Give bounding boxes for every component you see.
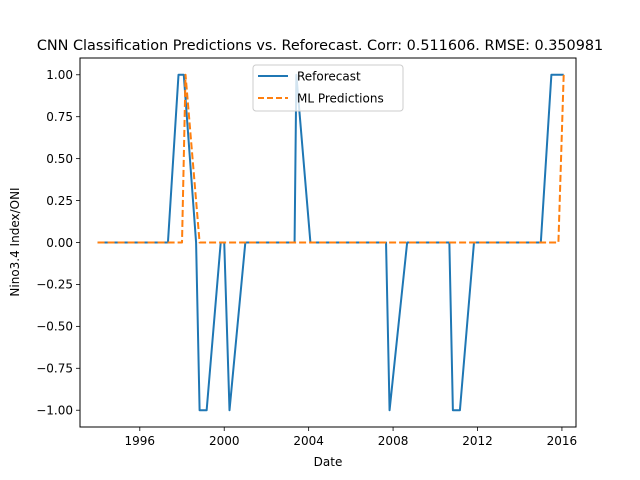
x-tick-label: 2008 [378, 434, 409, 448]
y-tick-label: −0.50 [36, 320, 73, 334]
legend-box [252, 64, 404, 112]
y-tick-label: −0.75 [36, 362, 73, 376]
y-axis-ticks: 1.00 0.75 0.50 0.25 0.00 −0.25 −0.50 −0.75 −1.00 [36, 68, 80, 418]
x-tick-label: 1996 [125, 434, 156, 448]
x-tick-label: 2000 [209, 434, 240, 448]
series-layer [97, 73, 565, 412]
x-tick-label: 2004 [293, 434, 324, 448]
x-tick-label: 2016 [547, 434, 578, 448]
y-tick-label: 0.25 [46, 194, 73, 208]
chart-title: CNN Classification Predictions vs. Refor… [37, 38, 603, 54]
y-tick-label: 1.00 [46, 68, 73, 82]
y-tick-label: 0.00 [46, 236, 73, 250]
x-tick-label: 2012 [462, 434, 493, 448]
y-axis-label: Nino3.4 Index/ONI [8, 187, 22, 296]
x-axis-label: Date [314, 455, 343, 469]
x-axis-ticks: 1996 2000 2004 2008 2012 2016 [125, 427, 578, 448]
y-tick-label: −0.25 [36, 278, 73, 292]
y-tick-label: 0.75 [46, 110, 73, 124]
legend: Reforecast ML Predictions [252, 64, 404, 112]
y-tick-label: 0.50 [46, 152, 73, 166]
legend-label-reforecast: Reforecast [297, 70, 361, 84]
series-line-ml-predictions [97, 73, 565, 244]
legend-label-ml-predictions: ML Predictions [297, 92, 384, 106]
series-line-reforecast [97, 73, 564, 412]
y-tick-label: −1.00 [36, 404, 73, 418]
